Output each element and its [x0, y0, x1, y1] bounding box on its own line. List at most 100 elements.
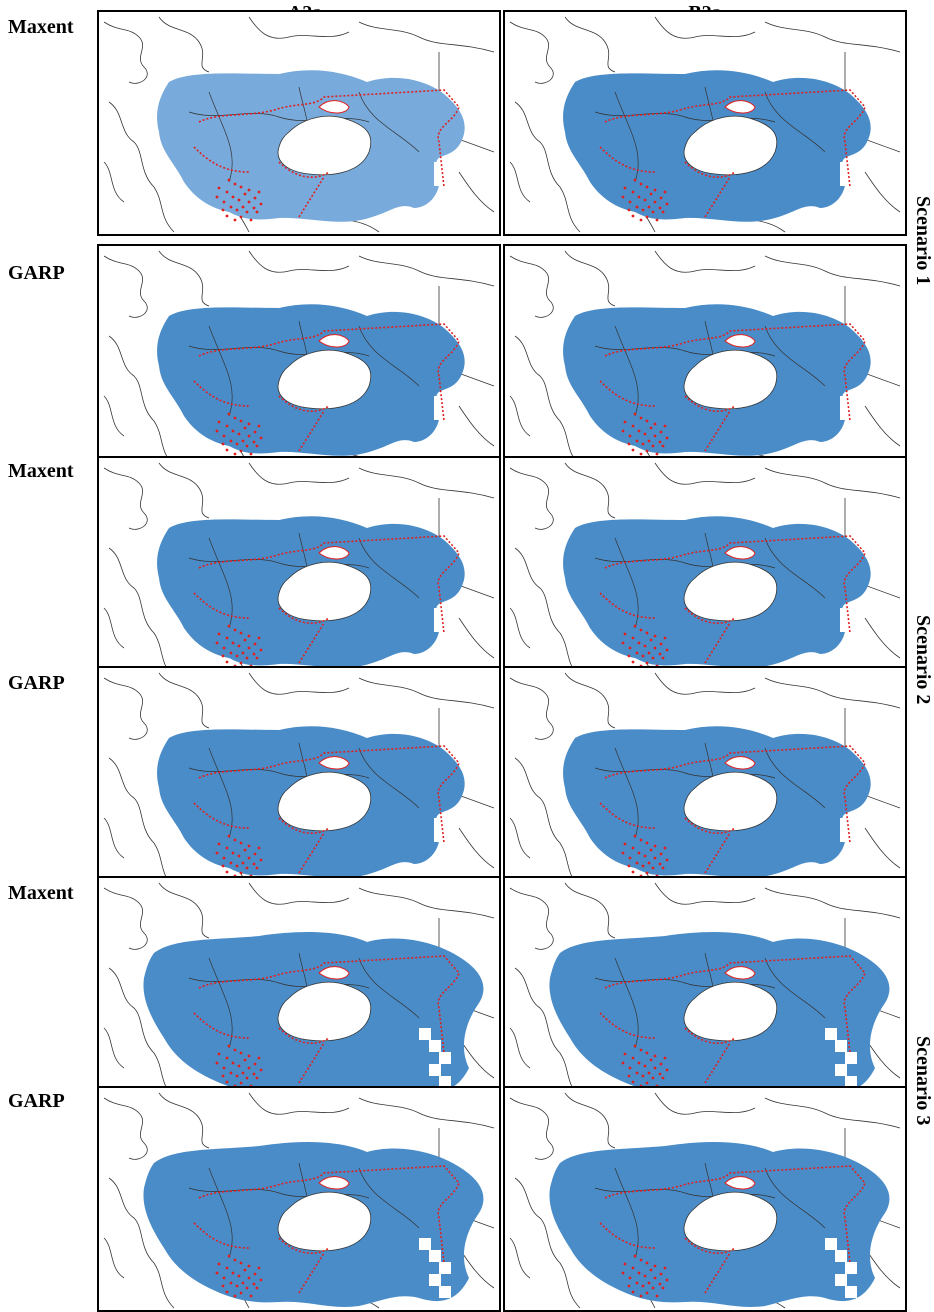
occurrence-point — [658, 1072, 662, 1076]
border-line — [509, 1097, 554, 1160]
map-svg — [509, 882, 901, 1099]
occurrence-point — [239, 1051, 243, 1055]
occurrence-point — [253, 1062, 257, 1066]
occurrence-point — [663, 1056, 667, 1060]
present-range-boundary — [193, 535, 460, 664]
occurrence-point — [628, 646, 632, 650]
unsuitable-cell — [419, 1238, 431, 1250]
border-line — [108, 1177, 175, 1309]
occurrence-point — [651, 656, 655, 660]
border-line — [764, 255, 901, 287]
occurrence-point — [628, 1066, 632, 1070]
border-line — [614, 325, 639, 417]
border-line — [158, 250, 210, 307]
border-line — [764, 21, 901, 53]
unsuitable-cell — [850, 842, 860, 854]
border-line — [509, 607, 531, 649]
unsuitable-cell — [840, 620, 850, 632]
occurrence-point — [237, 854, 241, 858]
border-line — [248, 16, 350, 39]
occurrence-point — [653, 188, 657, 192]
occurrence-point — [643, 198, 647, 202]
occurrence-point — [239, 185, 243, 189]
occurrence-point — [633, 178, 637, 182]
present-range-boundary — [193, 955, 460, 1084]
black-sea — [683, 981, 778, 1042]
occurrence-point — [217, 632, 221, 636]
border-line — [103, 395, 125, 437]
occurrence-point — [655, 452, 659, 456]
occurrence-point — [247, 434, 251, 438]
occurrence-point — [653, 1066, 657, 1070]
row-label-3: Maxent — [8, 460, 74, 482]
occurrence-point — [635, 205, 639, 209]
unsuitable-cell — [444, 632, 454, 644]
black-sea — [683, 1191, 778, 1252]
border-line — [208, 91, 233, 183]
occurrence-point — [222, 1066, 226, 1070]
occurrence-point — [247, 844, 251, 848]
unsuitable-cell — [419, 1028, 431, 1040]
sea-of-azov — [318, 966, 350, 980]
scenario-label-3: Scenario 3 — [912, 1036, 934, 1126]
occurrence-point — [252, 1282, 256, 1286]
occurrence-point — [647, 439, 651, 443]
sea-of-azov — [318, 756, 350, 770]
occurrence-point — [663, 636, 667, 640]
occurrence-point — [658, 1282, 662, 1286]
occurrence-point — [627, 654, 631, 658]
occurrence-point — [647, 1281, 651, 1285]
occurrence-point — [229, 861, 233, 865]
occurrence-point — [623, 842, 627, 846]
border-line — [654, 250, 756, 273]
border-line — [509, 1237, 531, 1279]
occurrence-point — [645, 841, 649, 845]
border-line — [103, 677, 148, 740]
occurrence-point — [635, 651, 639, 655]
occurrence-point — [653, 844, 657, 848]
occurrence-point — [215, 1271, 219, 1275]
occurrence-point — [623, 186, 627, 190]
occurrence-point — [221, 654, 225, 658]
occurrence-point — [658, 440, 662, 444]
occurrence-point — [621, 195, 625, 199]
sea-of-azov — [724, 546, 756, 560]
occurrence-point — [222, 200, 226, 204]
occurrence-point — [255, 210, 259, 214]
border-line — [514, 757, 581, 889]
occurrence-point — [225, 1080, 229, 1084]
occurrence-point — [225, 660, 229, 664]
border-line — [103, 1237, 125, 1279]
occurrence-point — [231, 429, 235, 433]
unsuitable-cell — [434, 162, 444, 174]
border-line — [103, 607, 125, 649]
border-line — [358, 255, 495, 287]
occurrence-point — [225, 1056, 229, 1060]
unsuitable-cell — [840, 162, 850, 174]
border-line — [103, 21, 148, 84]
occurrence-point — [231, 851, 235, 855]
occurrence-point — [621, 641, 625, 645]
occurrence-point — [243, 638, 247, 642]
occurrence-point — [641, 864, 645, 868]
occurrence-point — [252, 862, 256, 866]
border-line — [509, 677, 554, 740]
occurrence-point — [245, 866, 249, 870]
border-line — [208, 537, 233, 629]
occurrence-point — [628, 200, 632, 204]
unsuitable-cell — [434, 174, 444, 186]
border-line — [654, 882, 756, 905]
occurrence-point — [245, 444, 249, 448]
occurrence-point — [659, 1062, 663, 1066]
occurrence-point — [653, 634, 657, 638]
occurrence-point — [653, 646, 657, 650]
border-line — [564, 672, 616, 729]
occurrence-point — [225, 190, 229, 194]
occurrence-point — [252, 1072, 256, 1076]
occurrence-point — [661, 656, 665, 660]
occurrence-point — [245, 1076, 249, 1080]
occurrence-point — [639, 1258, 643, 1262]
border-line — [614, 957, 639, 1049]
border-line — [108, 547, 175, 679]
occurrence-point — [645, 631, 649, 635]
